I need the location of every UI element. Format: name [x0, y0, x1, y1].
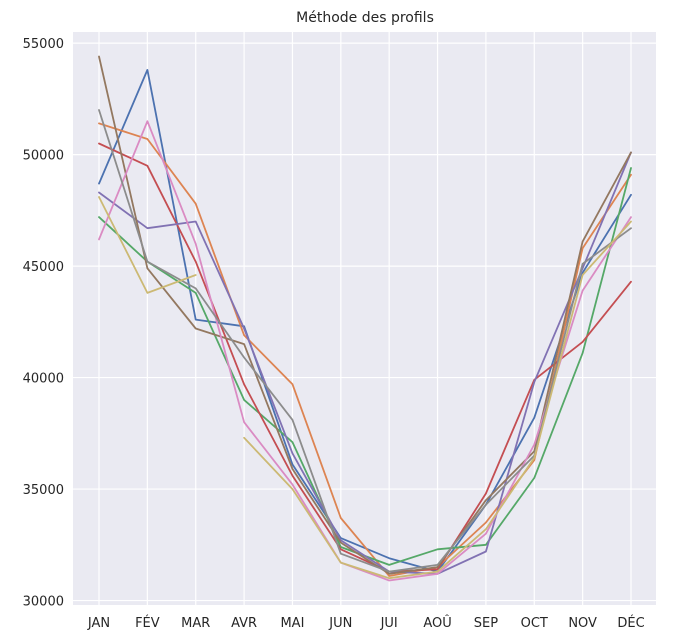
grid-lines	[73, 32, 656, 605]
x-tick-label: AVR	[231, 616, 257, 631]
y-axis-tick-labels: 30000 35000 40000 45000 50000 55000	[23, 37, 64, 609]
y-tick-label: 50000	[23, 149, 64, 164]
series-line-9	[98, 196, 197, 294]
y-tick-label: 40000	[23, 372, 64, 387]
chart-title: Méthode des profils	[296, 10, 434, 26]
x-tick-label: AOÛ	[423, 615, 451, 631]
x-tick-label: MAR	[181, 616, 210, 631]
y-tick-label: 55000	[23, 37, 64, 52]
series-line-4	[98, 142, 632, 573]
plot-background	[73, 32, 656, 605]
x-tick-label: OCT	[521, 616, 548, 631]
x-tick-label: NOV	[568, 616, 597, 631]
x-axis-tick-labels: JAN FÉV MAR AVR MAI JUN JUI AOÛ SEP OCT NOV DÉC	[87, 615, 645, 631]
series-lines	[98, 55, 632, 582]
x-tick-label: JUI	[380, 616, 398, 631]
y-tick-label: 30000	[23, 595, 64, 610]
y-tick-label: 45000	[23, 260, 64, 275]
x-tick-label: SEP	[474, 616, 498, 631]
series-line-8	[98, 109, 632, 573]
x-tick-label: JAN	[87, 616, 110, 631]
x-tick-label: JUN	[328, 616, 352, 631]
x-tick-label: MAI	[280, 616, 304, 631]
x-tick-label: FÉV	[135, 615, 160, 631]
x-tick-label: DÉC	[617, 615, 644, 631]
series-line-7	[98, 120, 632, 582]
series-line-10	[243, 220, 632, 580]
y-tick-label: 35000	[23, 483, 64, 498]
